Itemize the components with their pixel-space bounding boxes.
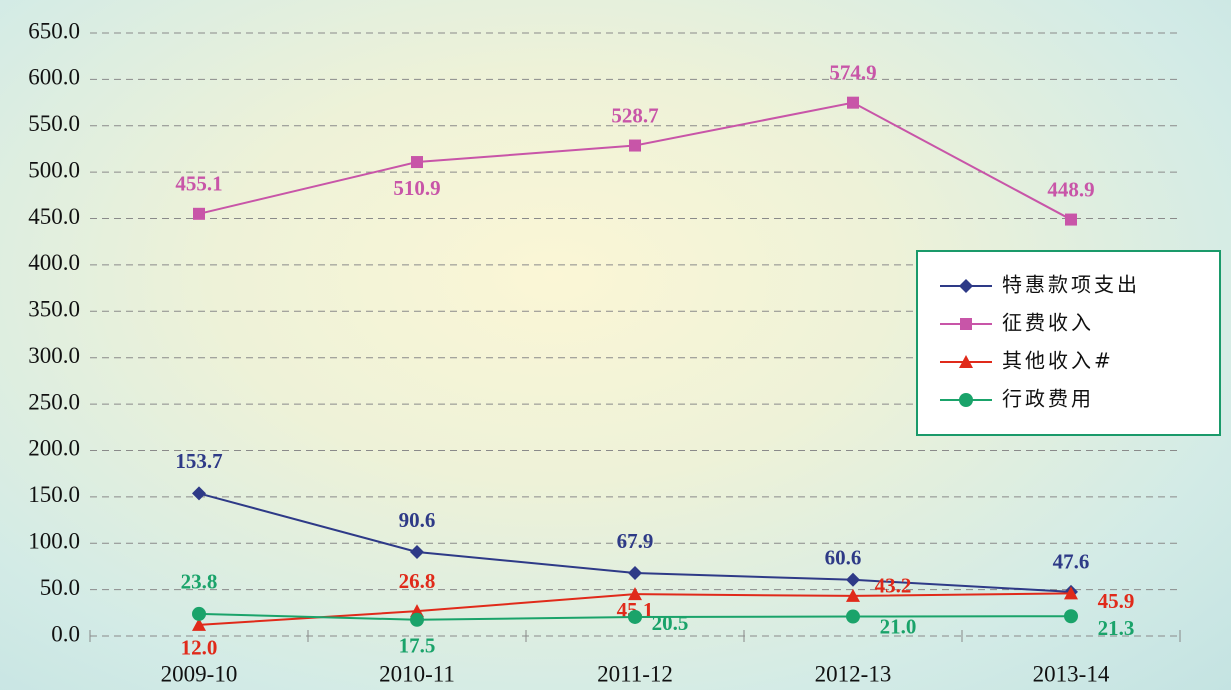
- y-tick-label: 100.0: [28, 529, 80, 554]
- data-label: 90.6: [399, 508, 436, 532]
- y-tick-label: 600.0: [28, 65, 80, 90]
- y-tick-label: 550.0: [28, 111, 80, 136]
- y-tick-label: 650.0: [28, 18, 80, 43]
- data-label: 20.5: [652, 611, 689, 635]
- marker: [411, 156, 423, 169]
- data-label: 23.8: [181, 570, 218, 594]
- marker: [628, 587, 642, 601]
- legend-label: 行政费用: [1002, 387, 1094, 411]
- y-tick-label: 350.0: [28, 297, 80, 322]
- marker: [192, 617, 206, 631]
- data-label: 17.5: [399, 634, 436, 658]
- marker: [192, 486, 206, 501]
- marker: [959, 393, 973, 407]
- x-tick-label: 2011-12: [597, 661, 673, 686]
- marker: [959, 279, 973, 293]
- data-label: 47.6: [1053, 550, 1090, 574]
- marker: [628, 566, 642, 581]
- data-label: 153.7: [175, 449, 222, 473]
- marker: [960, 318, 972, 330]
- marker: [959, 355, 973, 368]
- data-label: 43.2: [875, 574, 912, 598]
- marker: [629, 139, 641, 152]
- y-tick-label: 400.0: [28, 250, 80, 275]
- marker: [193, 207, 205, 220]
- marker: [846, 572, 860, 587]
- y-tick-label: 0.0: [51, 621, 80, 646]
- marker: [846, 609, 860, 624]
- y-tick-label: 200.0: [28, 436, 80, 461]
- data-label: 510.9: [393, 176, 440, 200]
- y-tick-label: 150.0: [28, 482, 80, 507]
- marker: [1064, 609, 1078, 624]
- data-label: 12.0: [181, 636, 218, 660]
- marker: [192, 606, 206, 621]
- marker: [410, 612, 424, 627]
- data-label: 67.9: [617, 529, 654, 553]
- data-label: 448.9: [1047, 177, 1094, 201]
- y-tick-label: 450.0: [28, 204, 80, 229]
- marker: [846, 588, 860, 602]
- legend-label: 特惠款项支出: [1002, 273, 1140, 297]
- x-tick-label: 2012-13: [815, 661, 892, 686]
- marker: [1064, 586, 1078, 600]
- y-tick-label: 50.0: [40, 575, 80, 600]
- data-label: 455.1: [175, 172, 222, 196]
- x-tick-label: 2013-14: [1033, 661, 1110, 686]
- legend-label: 其他收入#: [1002, 349, 1114, 373]
- y-tick-label: 250.0: [28, 389, 80, 414]
- data-label: 21.3: [1098, 616, 1135, 640]
- data-label: 45.9: [1098, 589, 1135, 613]
- marker: [847, 96, 859, 109]
- data-label: 21.0: [880, 614, 917, 638]
- marker: [410, 544, 424, 559]
- data-label: 26.8: [399, 569, 436, 593]
- legend-label: 征费收入: [1002, 311, 1094, 335]
- marker: [1065, 213, 1077, 226]
- data-label: 528.7: [611, 103, 658, 127]
- marker: [628, 609, 642, 624]
- data-label: 574.9: [829, 60, 876, 84]
- x-tick-label: 2009-10: [161, 661, 238, 686]
- y-tick-label: 500.0: [28, 157, 80, 182]
- y-tick-label: 300.0: [28, 343, 80, 368]
- data-label: 60.6: [825, 546, 862, 570]
- x-tick-label: 2010-11: [379, 661, 455, 686]
